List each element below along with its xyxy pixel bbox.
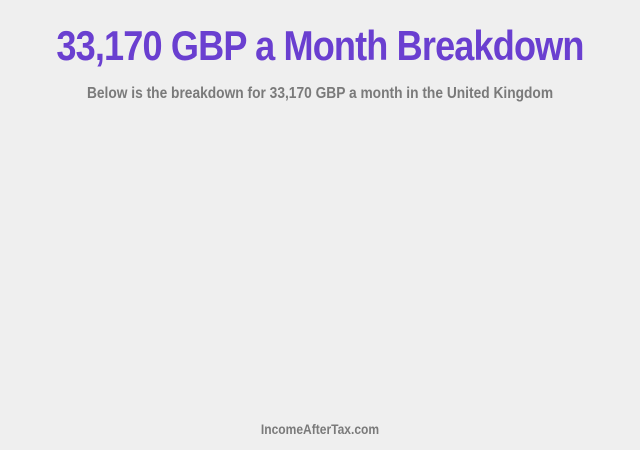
title: 33,170 GBP a Month Breakdown	[56, 22, 584, 69]
subtitle: Below is the breakdown for 33,170 GBP a …	[86, 85, 554, 102]
site-name: IncomeAfterTax.com	[260, 421, 380, 437]
